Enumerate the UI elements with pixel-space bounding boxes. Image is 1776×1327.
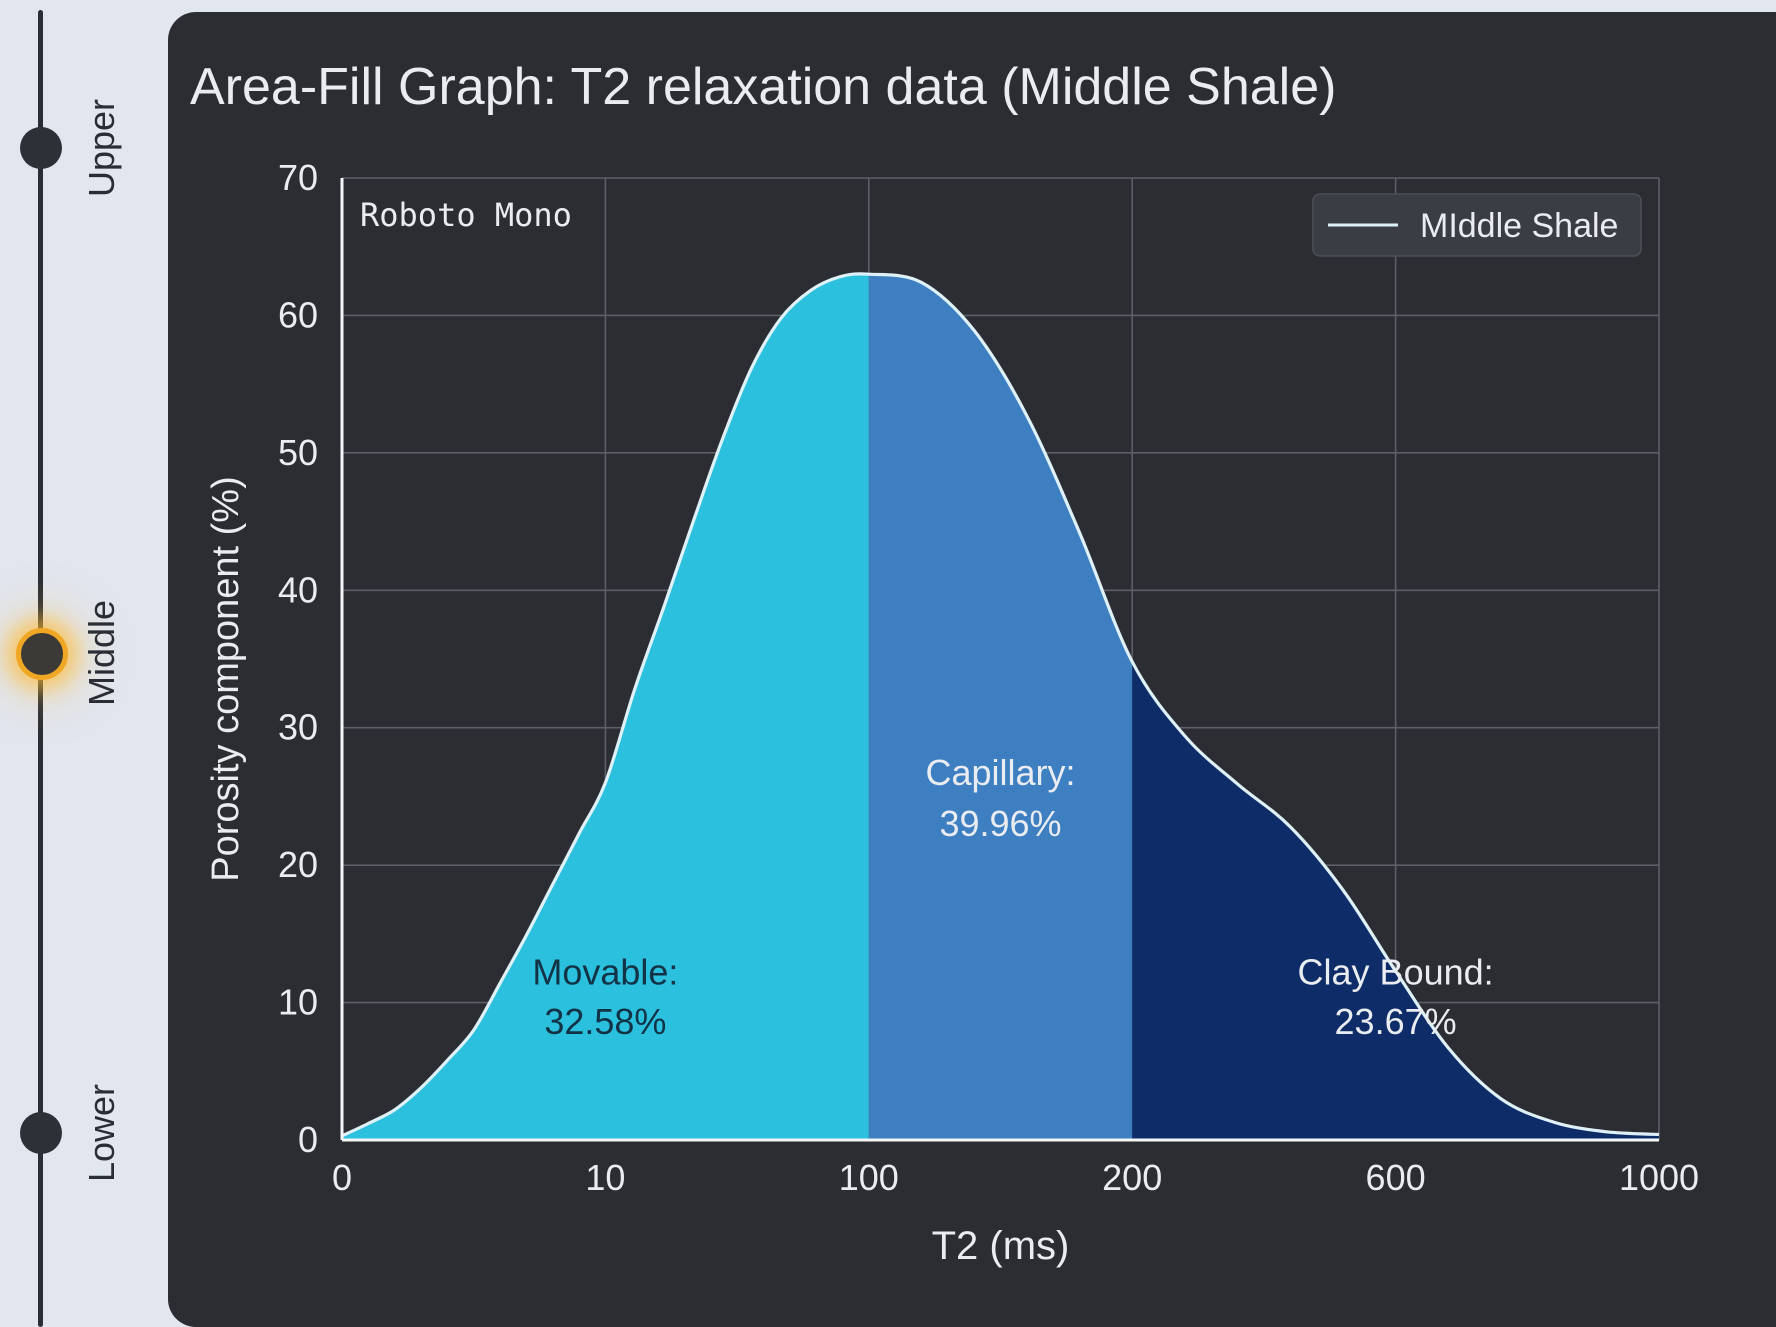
area-movable [342, 273, 869, 1140]
series-line-middle-shale [341, 272, 1660, 1138]
y-tick-label-0: 0 [298, 1119, 318, 1160]
legend-label-middle-shale: MIddle Shale [1420, 207, 1618, 245]
region-value-clay-bound: 23.67% [1335, 1001, 1457, 1042]
x-tick-label-2: 100 [839, 1157, 899, 1198]
y-axis-title: Porosity component (%) [205, 476, 247, 882]
y-tick-label-4: 40 [278, 569, 318, 610]
rail-label-lower[interactable]: Lower [81, 1083, 122, 1183]
y-tick-label-2: 20 [278, 844, 318, 885]
y-tick-label-7: 70 [278, 157, 318, 198]
region-label-movable: Movable: [532, 951, 678, 992]
annotation-text: Roboto Mono [360, 196, 572, 234]
region-value-movable: 32.58% [544, 1001, 666, 1042]
y-tick-label-1: 10 [278, 982, 318, 1023]
x-tick-label-3: 200 [1102, 1157, 1162, 1198]
x-tick-label-1: 10 [585, 1157, 625, 1198]
t2-area-chart: Area-Fill Graph: T2 relaxation data (Mid… [190, 58, 1699, 1268]
y-tick-label-3: 30 [278, 707, 318, 748]
x-tick-label-0: 0 [332, 1157, 352, 1198]
area-clay-bound [1132, 661, 1659, 1140]
area-capillary [868, 274, 1133, 1140]
rail-label-upper[interactable]: Upper [81, 98, 122, 198]
rail-dot-lower[interactable] [20, 1112, 62, 1154]
chart-panel: Area-Fill Graph: T2 relaxation data (Mid… [168, 12, 1776, 1327]
rail-label-middle[interactable]: Middle [81, 599, 122, 707]
depth-rail: Upper Middle Lower [0, 0, 165, 1327]
region-value-capillary: 39.96% [939, 803, 1061, 844]
x-tick-label-5: 1000 [1619, 1157, 1699, 1198]
x-axis-title: T2 (ms) [932, 1224, 1070, 1268]
y-tick-label-6: 60 [278, 294, 318, 335]
region-label-clay-bound: Clay Bound: [1298, 951, 1494, 992]
x-tick-label-4: 600 [1366, 1157, 1426, 1198]
legend-box [1312, 193, 1642, 257]
region-label-capillary: Capillary: [925, 752, 1075, 793]
chart-title: Area-Fill Graph: T2 relaxation data (Mid… [190, 58, 1336, 116]
rail-dot-upper[interactable] [20, 127, 62, 169]
y-tick-label-5: 50 [278, 432, 318, 473]
rail-dot-middle[interactable] [16, 628, 68, 680]
